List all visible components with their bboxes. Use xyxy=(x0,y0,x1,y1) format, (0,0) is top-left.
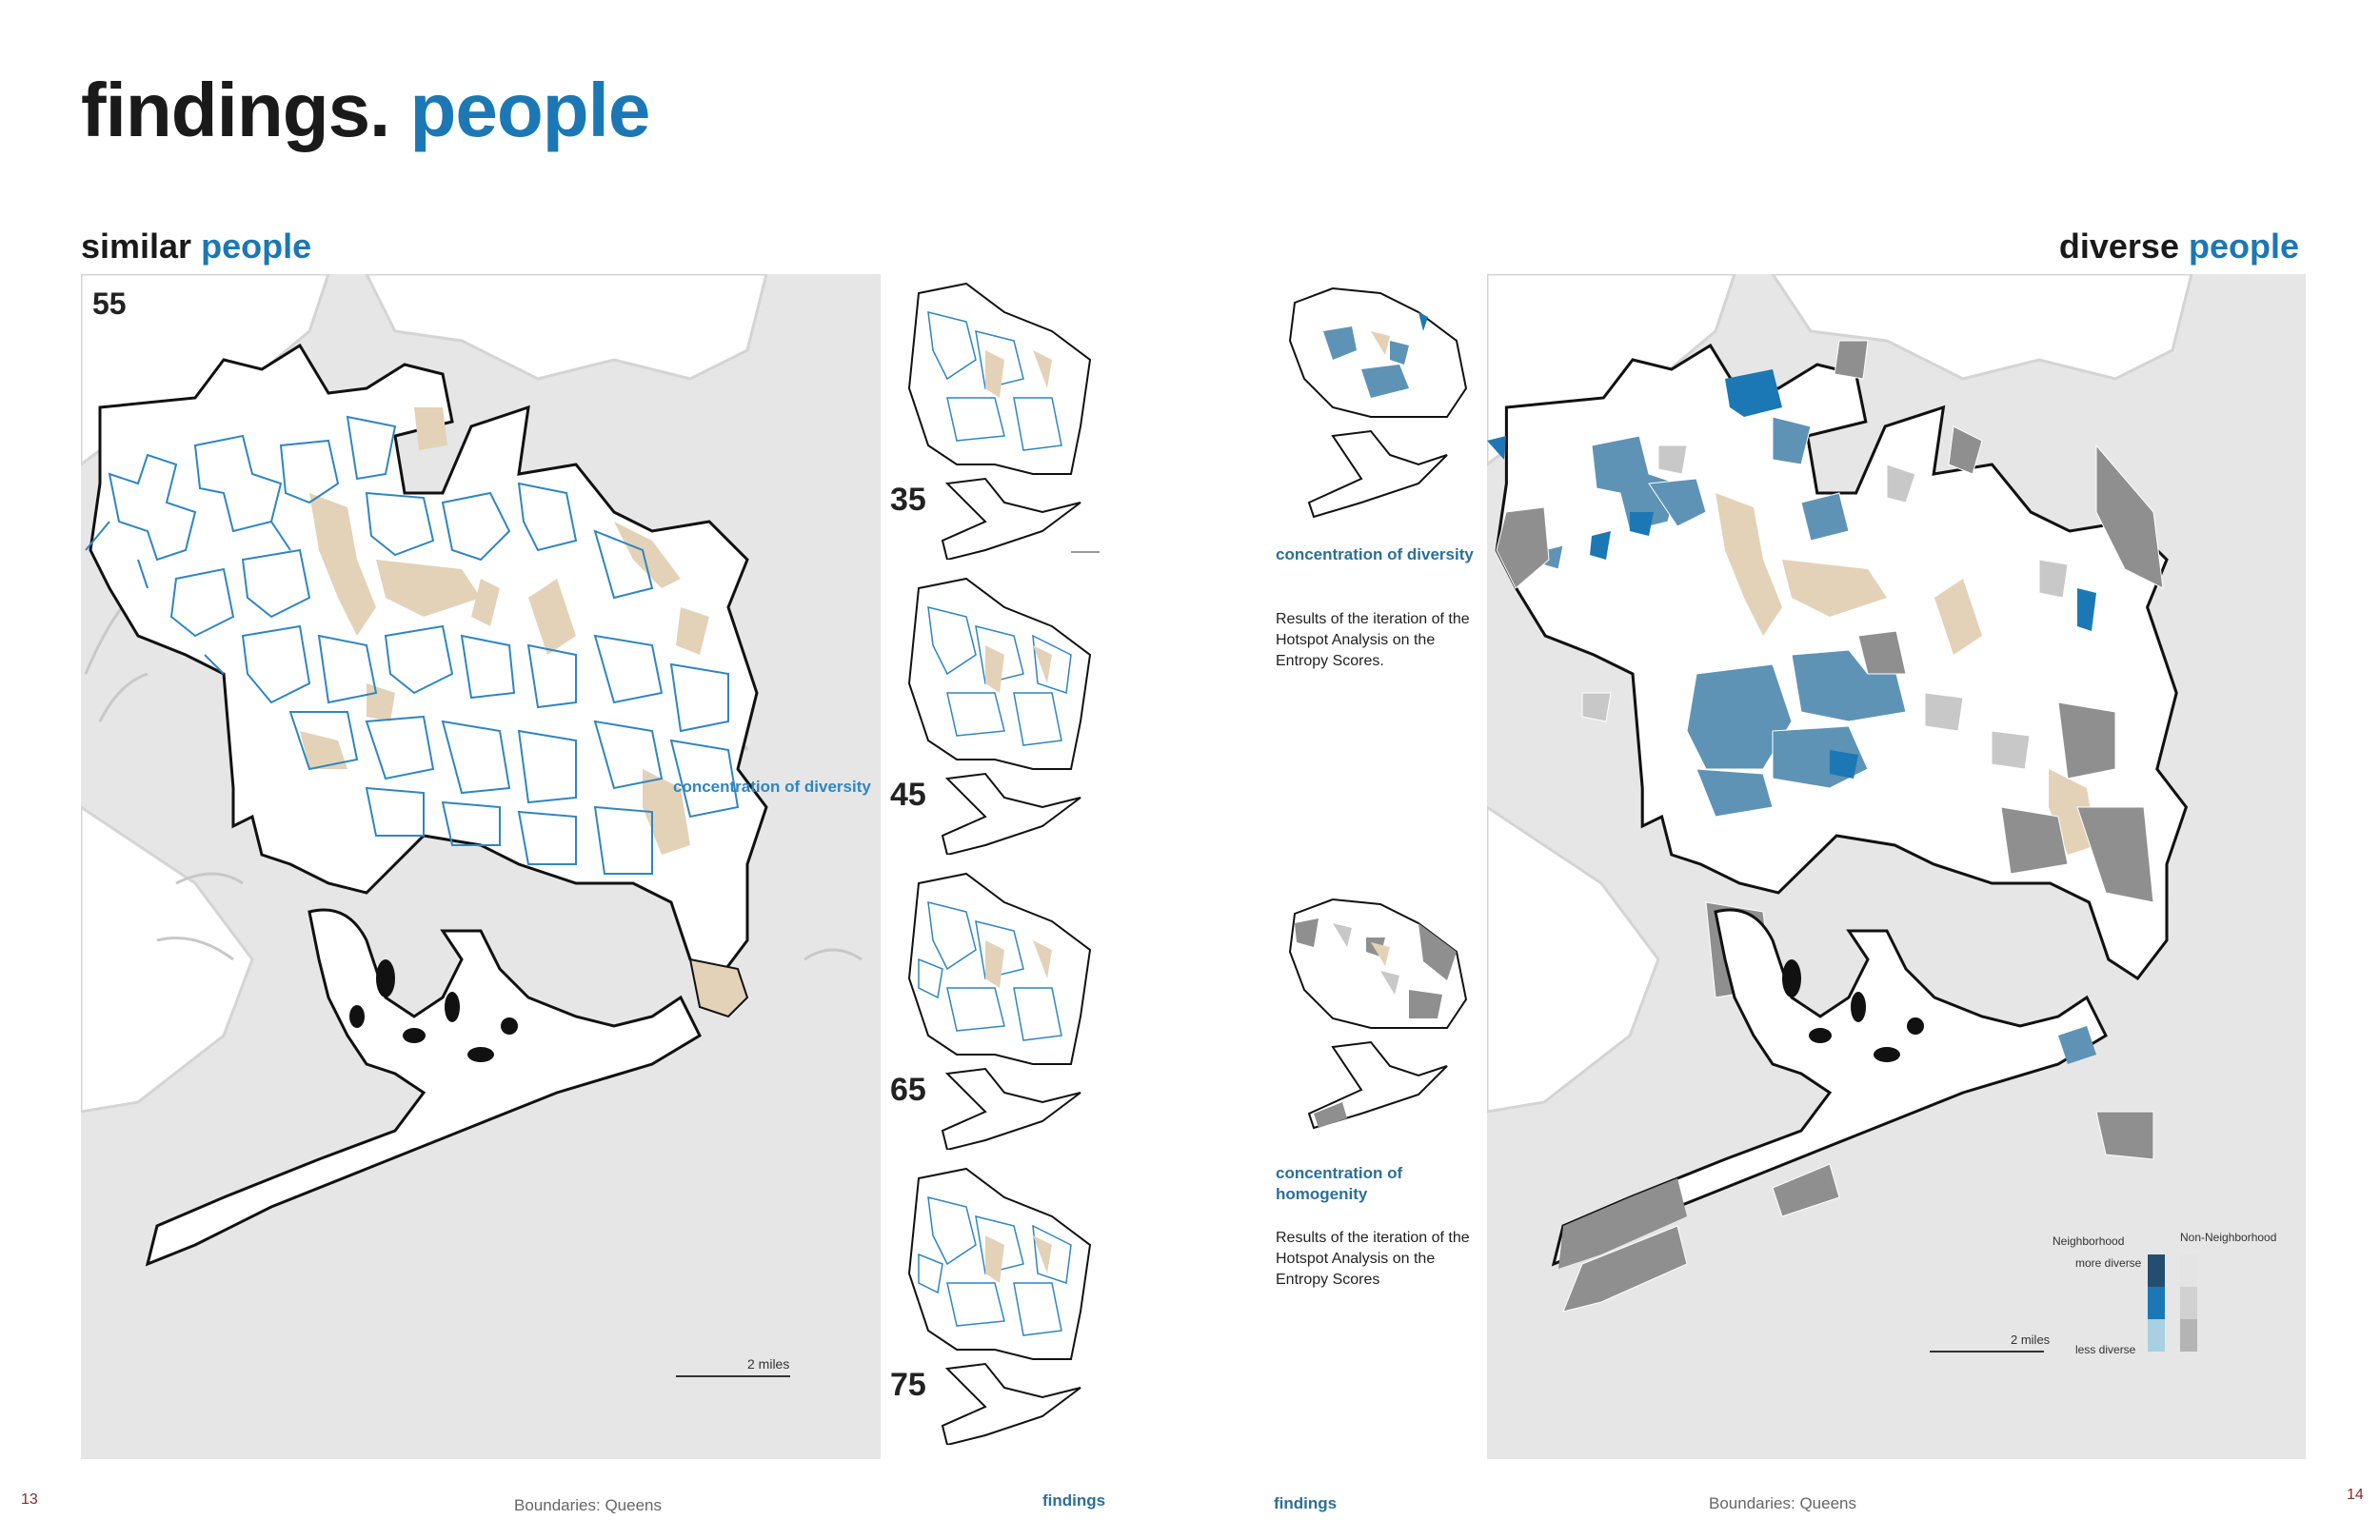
left-page-number: 13 xyxy=(21,1491,38,1508)
rockaway-coldspot xyxy=(1558,1178,1687,1269)
diversity-note-body: Results of the iteration of the Hotspot … xyxy=(1276,611,1470,669)
threshold-label-65: 65 xyxy=(890,1072,926,1108)
jfk-area xyxy=(688,958,749,1018)
legend-swatch-gray-1 xyxy=(2180,1254,2197,1287)
left-footer-caption: Boundaries: Queens xyxy=(514,1496,662,1514)
right-footer-findings-link[interactable]: findings xyxy=(1274,1494,1338,1512)
legend-more-diverse: more diverse xyxy=(2075,1256,2142,1270)
similar-people-map-drawing: 55 concentration of diversity 2 miles xyxy=(81,274,871,1377)
homogeneity-mini-map-drawing xyxy=(1288,898,1468,1130)
left-subtitle-dark: similar xyxy=(81,227,192,266)
jamaica-bay-islands xyxy=(349,959,518,1062)
brooklyn-landmass-right xyxy=(1487,805,1660,1114)
threshold-label-45: 45 xyxy=(890,777,926,813)
threshold-map-45 xyxy=(890,569,1119,859)
diverse-people-map: 2 miles Neighborhood Non-Neighborhood mo… xyxy=(1487,274,2306,1459)
legend-swatch-blue-2 xyxy=(2148,1287,2165,1319)
mini-map-65 xyxy=(907,872,1092,1152)
legend-col-non-neighborhood: Non-Neighborhood xyxy=(2180,1231,2276,1244)
shoreline-piers xyxy=(84,586,863,961)
legend-swatch-gray-2 xyxy=(2180,1287,2197,1319)
right-subtitle: diverse people xyxy=(2059,227,2299,267)
rockaway-hotspot xyxy=(2058,1026,2096,1064)
page-title: findings. people xyxy=(81,67,651,154)
mini-map-35 xyxy=(907,282,1100,562)
strong-diversity-hotspots xyxy=(1487,369,2096,779)
homogeneity-note-body: Results of the iteration of the Hotspot … xyxy=(1276,1230,1470,1288)
brooklyn-landmass xyxy=(81,805,254,1114)
right-page-number: 14 xyxy=(2347,1487,2364,1503)
rockaway-and-jamaica-bay-right xyxy=(1551,908,2108,1267)
threshold-map-75 xyxy=(890,1159,1119,1450)
left-footer-findings-link[interactable]: findings xyxy=(1042,1491,1106,1510)
title-blue-part: people xyxy=(409,68,651,152)
homogeneity-note-title: concentration of homogenity xyxy=(1276,1164,1403,1203)
legend-less-diverse: less diverse xyxy=(2075,1343,2136,1356)
left-subtitle-blue: people xyxy=(201,227,312,266)
right-subtitle-dark: diverse xyxy=(2058,227,2179,266)
threshold-map-35 xyxy=(890,274,1119,564)
mini-map-75 xyxy=(907,1167,1092,1447)
northern-landmass-right xyxy=(1771,274,2193,381)
diversity-hotspots xyxy=(1541,416,1907,818)
threshold-label-35: 35 xyxy=(890,482,926,518)
diverse-people-map-drawing: 2 miles Neighborhood Non-Neighborhood mo… xyxy=(1487,274,2276,1356)
rockaway-and-jamaica-bay xyxy=(145,908,702,1267)
threshold-map-65 xyxy=(890,864,1119,1155)
legend-swatch-blue-3 xyxy=(2148,1319,2165,1352)
neighborhood-boundaries-blue xyxy=(85,415,740,875)
legend-col-neighborhood: Neighborhood xyxy=(2053,1234,2124,1248)
diversity-note-title: concentration of diversity xyxy=(1276,545,1474,563)
homogeneity-coldspots xyxy=(1496,340,2164,1313)
diversity-mini-map-drawing xyxy=(1288,286,1468,519)
homogeneity-mini-map xyxy=(1276,885,1495,1133)
northern-landmass xyxy=(365,274,768,381)
right-footer-caption: Boundaries: Queens xyxy=(1709,1494,1856,1512)
similar-people-map: 55 concentration of diversity 2 miles xyxy=(81,274,881,1459)
threshold-map-column: 35 45 65 75 xyxy=(890,274,1119,1459)
park-areas xyxy=(300,407,709,855)
legend-swatch-blue-1 xyxy=(2148,1254,2165,1287)
scale-bar-label: 2 miles xyxy=(747,1356,789,1372)
legend-swatch-gray-3 xyxy=(2180,1319,2197,1352)
mini-map-45 xyxy=(907,577,1092,857)
jamaica-bay-islands-right xyxy=(1782,959,1924,1062)
diversity-annotation: concentration of diversity xyxy=(673,778,871,796)
threshold-label-75: 75 xyxy=(890,1367,926,1403)
right-subtitle-blue: people xyxy=(2188,227,2299,266)
diversity-mini-map xyxy=(1276,274,1495,522)
right-scale-bar-label: 2 miles xyxy=(2011,1333,2051,1347)
weak-coldspots xyxy=(1581,444,2069,770)
title-dark-part: findings. xyxy=(81,68,390,152)
left-subtitle: similar people xyxy=(81,227,311,267)
main-threshold-label: 55 xyxy=(92,286,127,321)
diversity-legend: Neighborhood Non-Neighborhood more diver… xyxy=(2053,1231,2276,1356)
